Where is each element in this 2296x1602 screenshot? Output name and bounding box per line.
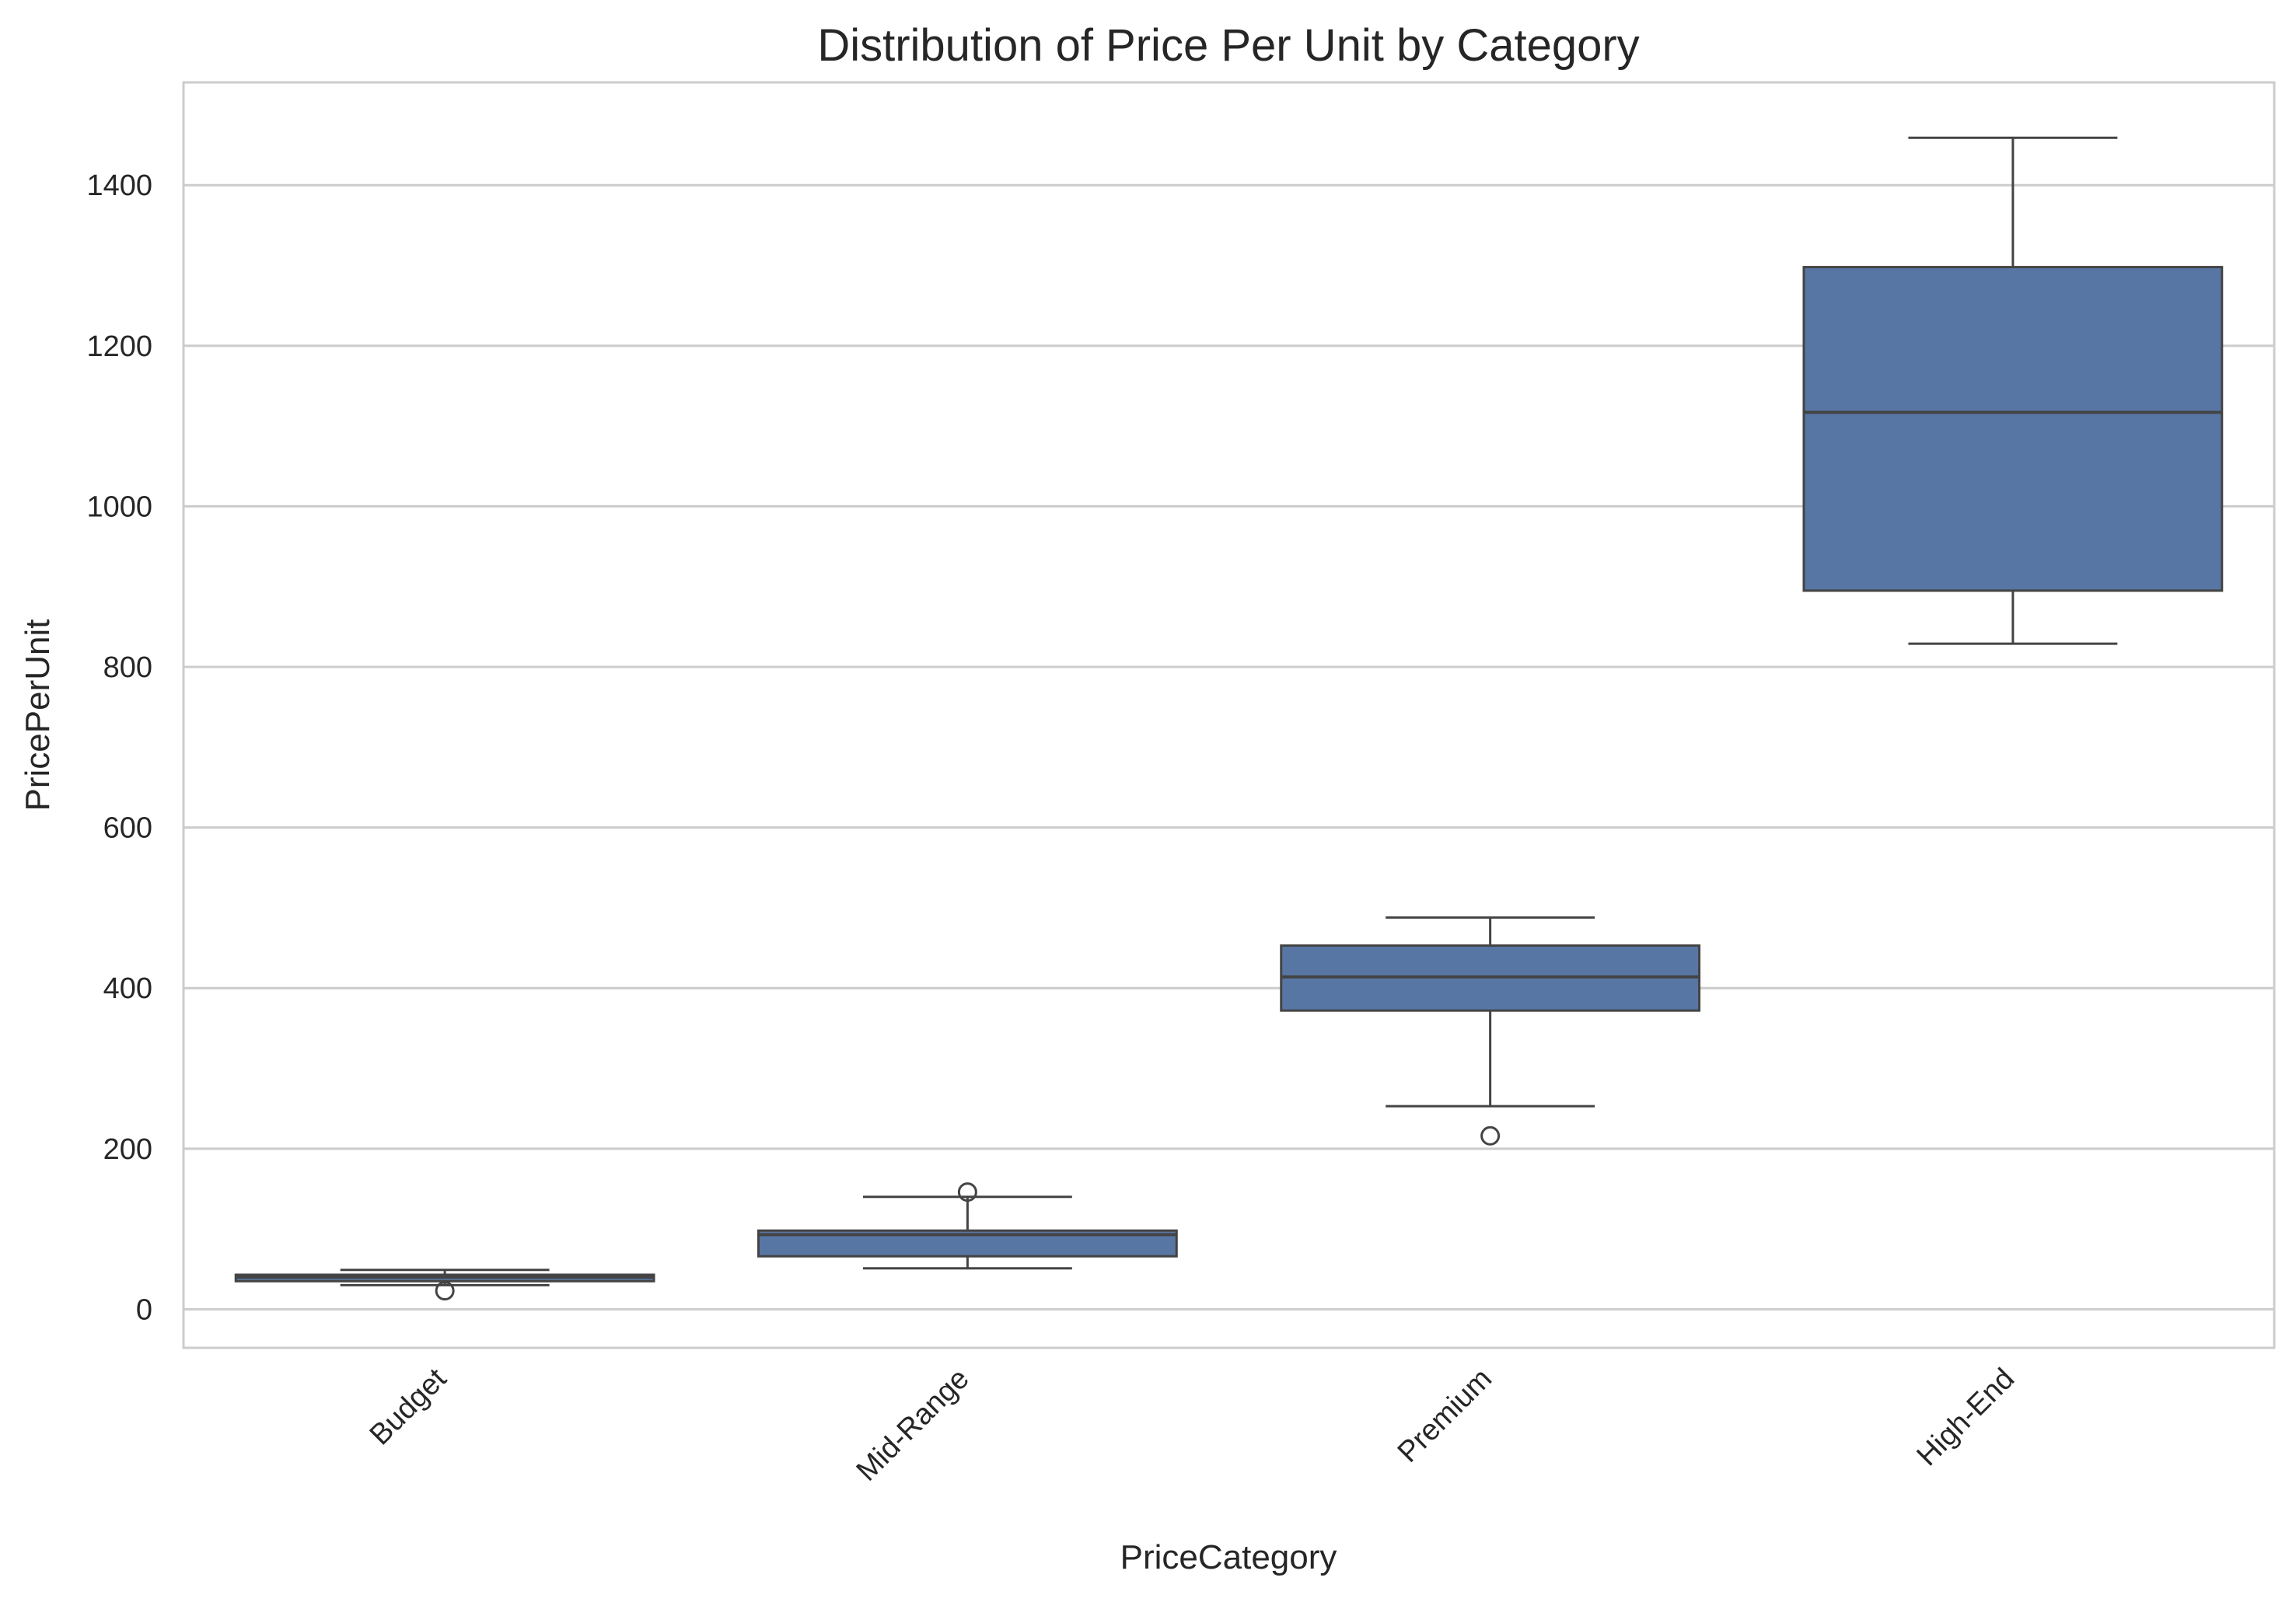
y-tick-labels: 0 200 400 600 800 1000 1200 1400 [86, 169, 152, 1326]
plot-frame [182, 81, 2276, 1349]
box-premium [1280, 916, 1701, 1146]
box-high-end [1802, 136, 2224, 645]
iqr-box-high-end [1802, 266, 2224, 592]
y-tick-label-400: 400 [103, 972, 152, 1005]
y-tick-label-1000: 1000 [86, 490, 152, 523]
outlier-budget-0 [435, 1281, 455, 1301]
y-tick-label-0: 0 [136, 1293, 152, 1326]
y-tick-label-800: 800 [103, 651, 152, 684]
box-mid-range [757, 1182, 1178, 1270]
y-tick-label-200: 200 [103, 1133, 152, 1166]
chart-title: Distribution of Price Per Unit by Catego… [817, 20, 1639, 71]
y-axis-label: PricePerUnit [19, 620, 57, 811]
x-axis-label: PriceCategory [1120, 1538, 1337, 1576]
box-budget [234, 1269, 655, 1301]
outlier-mid-range-0 [957, 1182, 977, 1202]
grid-lines [183, 183, 2274, 1311]
outlier-premium-0 [1480, 1126, 1501, 1146]
box-layer [234, 136, 2224, 1301]
y-tick-label-600: 600 [103, 812, 152, 845]
y-tick-label-1400: 1400 [86, 169, 152, 202]
y-tick-label-1200: 1200 [86, 330, 152, 363]
